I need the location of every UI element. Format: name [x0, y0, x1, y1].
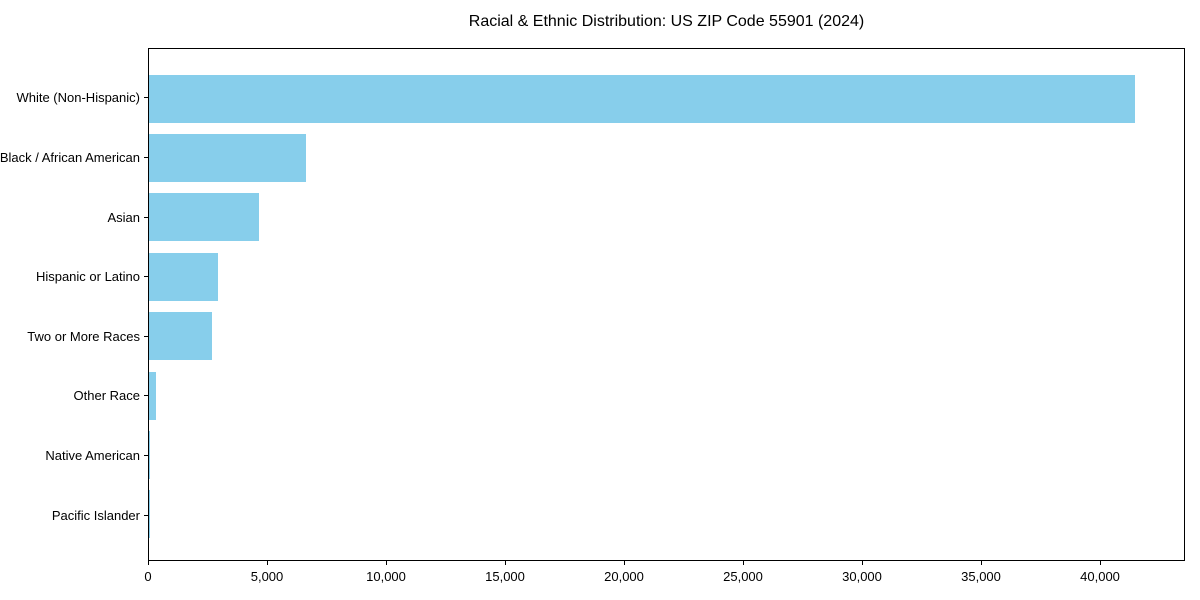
- y-axis-label-row: Other Race: [0, 366, 148, 426]
- x-axis-tick-label: 0: [144, 569, 152, 584]
- y-axis-label-row: Hispanic or Latino: [0, 247, 148, 307]
- x-tick-mark: [267, 561, 268, 565]
- chart-title: Racial & Ethnic Distribution: US ZIP Cod…: [468, 13, 865, 30]
- x-tick-mark: [386, 561, 387, 565]
- y-axis-label-row: White (Non-Hispanic): [0, 68, 148, 128]
- y-axis-label: White (Non-Hispanic): [16, 90, 140, 106]
- x-tick-mark: [862, 561, 864, 565]
- x-axis-tick-label: 35,000: [961, 569, 1001, 584]
- y-tick-mark: [144, 514, 148, 516]
- bars-layer: [149, 49, 1184, 560]
- x-tick-mark: [1100, 561, 1102, 565]
- y-axis-label: Black / African American: [0, 149, 140, 165]
- x-tick-mark: [148, 561, 149, 565]
- y-axis-label: Hispanic or Latino: [35, 269, 140, 285]
- bar-row: [149, 485, 1184, 544]
- x-tick-mark: [743, 561, 745, 565]
- bar-row: [149, 247, 1184, 306]
- bar-row: [149, 128, 1184, 187]
- y-axis-label-row: Asian: [0, 187, 148, 247]
- bar-row: [149, 188, 1184, 247]
- y-tick-mark: [144, 156, 148, 158]
- x-axis-tick-label: 25,000: [723, 569, 763, 584]
- y-axis-label: Other Race: [73, 388, 140, 404]
- bar: [149, 193, 260, 242]
- x-tick-mark: [624, 561, 626, 565]
- bar-row: [149, 307, 1184, 366]
- y-tick-mark: [144, 455, 148, 457]
- y-tick-mark: [144, 335, 148, 337]
- x-axis-tick-label: 30,000: [842, 569, 882, 584]
- x-axis-tick-label: 5,000: [250, 569, 284, 584]
- y-axis-label-row: Native American: [0, 426, 148, 486]
- bar-row: [149, 366, 1184, 425]
- y-tick-mark: [144, 216, 148, 218]
- x-tick-mark: [505, 561, 506, 565]
- y-axis-label-row: Black / African American: [0, 128, 148, 188]
- x-axis-tick-label: 15,000: [485, 569, 525, 584]
- bar: [149, 312, 212, 361]
- bar: [149, 371, 157, 420]
- y-tick-mark: [144, 395, 148, 397]
- bar: [149, 134, 306, 183]
- x-axis: 0 5,000 10,000 15,000 20,000 25,000 30,000 35,0…: [144, 561, 1185, 593]
- bar-row: [149, 69, 1184, 128]
- y-axis-label: Two or More Races: [27, 328, 140, 344]
- y-axis-label: Asian: [107, 209, 140, 225]
- plot-area: [148, 48, 1185, 561]
- y-axis-label-row: Pacific Islander: [0, 485, 148, 545]
- y-axis-label: Native American: [45, 448, 140, 464]
- y-axis-label: Pacific Islander: [51, 507, 140, 523]
- bar: [149, 252, 218, 301]
- bar: [149, 430, 150, 479]
- y-tick-mark: [144, 97, 148, 99]
- y-axis: White (Non-Hispanic) Black / African Amer…: [0, 48, 148, 561]
- x-axis-tick-label: 40,000: [1080, 569, 1120, 584]
- x-axis-tick-label: 10,000: [366, 569, 406, 584]
- y-axis-label-row: Two or More Races: [0, 307, 148, 367]
- bar: [149, 74, 1135, 123]
- y-tick-mark: [144, 276, 148, 278]
- x-axis-tick-label: 20,000: [604, 569, 644, 584]
- bar-row: [149, 425, 1184, 484]
- x-tick-mark: [981, 561, 983, 565]
